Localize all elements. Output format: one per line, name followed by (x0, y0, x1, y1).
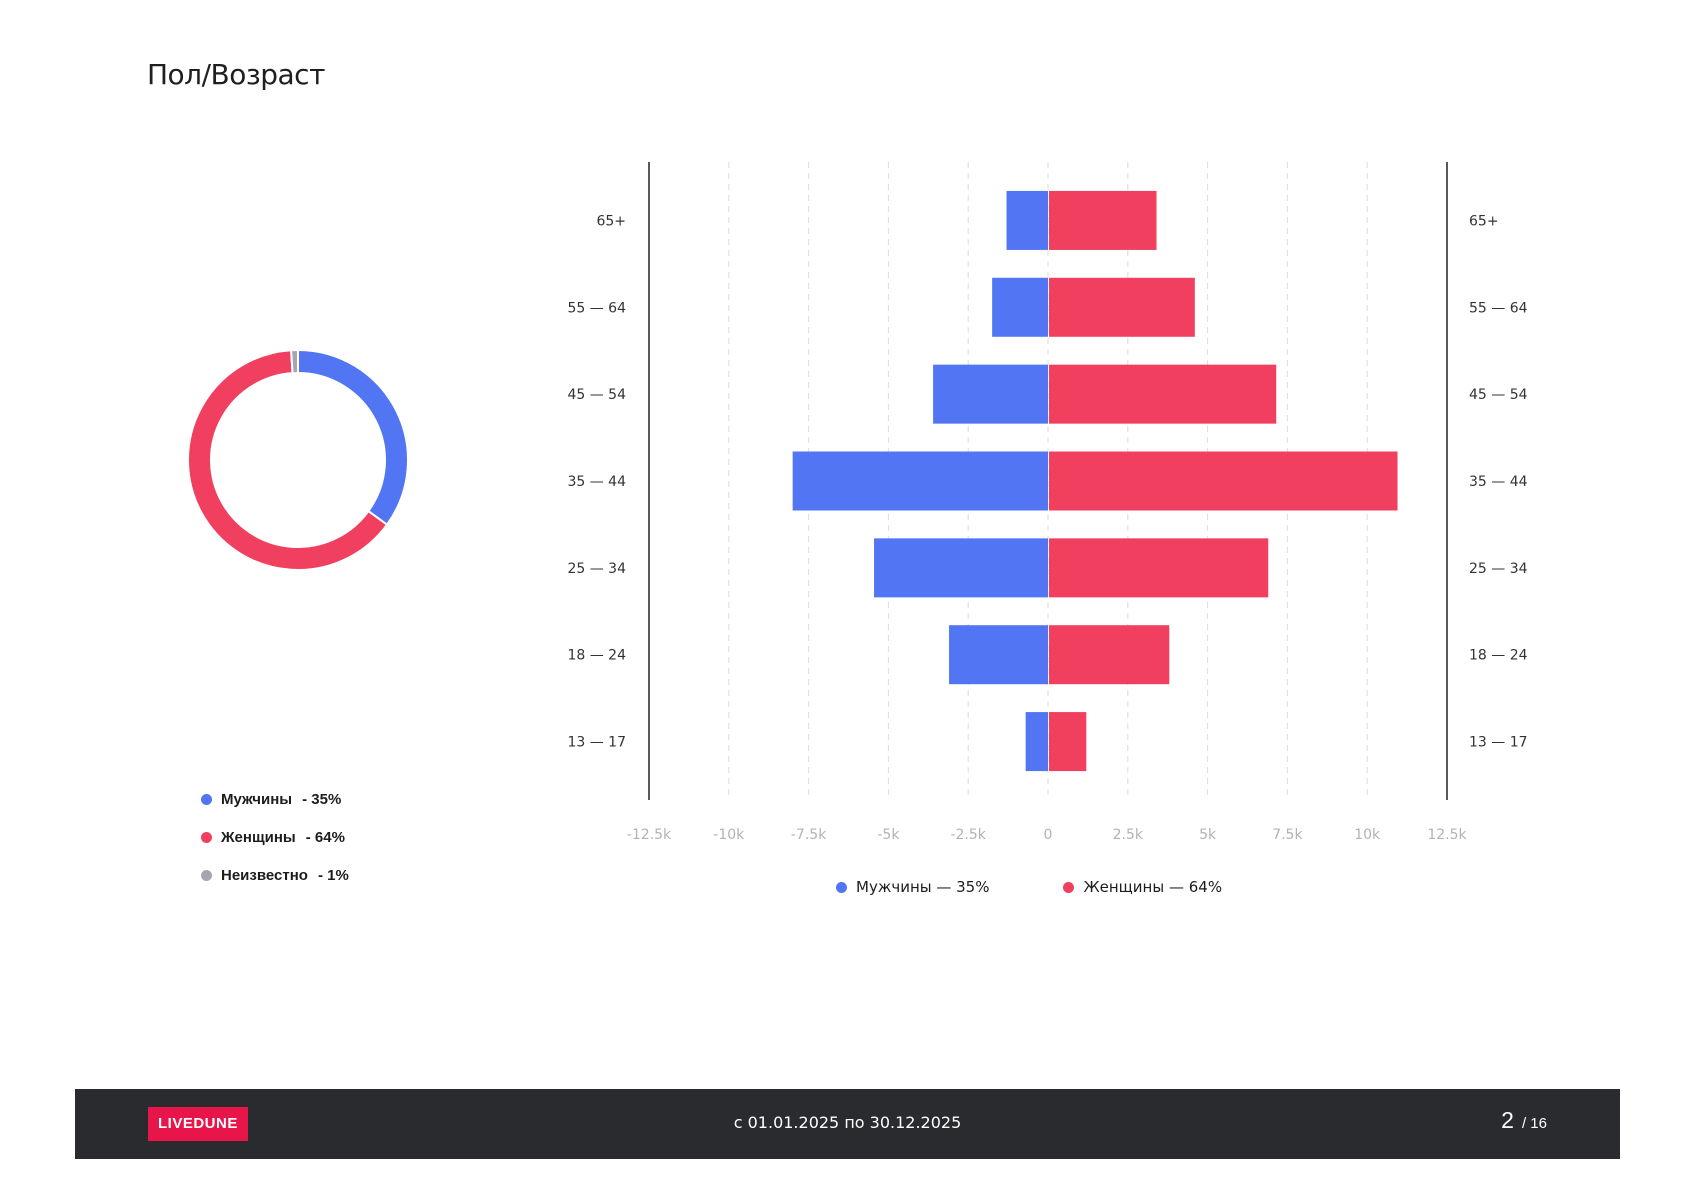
category-label-left: 55 — 64 (567, 300, 626, 316)
category-label-left: 65+ (596, 213, 626, 229)
donut-legend-unknown[interactable]: Неизвестно - 1% (201, 856, 349, 894)
category-label-right: 65+ (1469, 213, 1499, 229)
donut-slice-female[interactable] (187, 349, 389, 571)
bar-female[interactable] (1049, 364, 1277, 424)
x-tick-label: -10k (713, 827, 745, 843)
bar-male[interactable] (1006, 190, 1048, 250)
x-tick-label: -12.5k (627, 827, 672, 843)
donut-legend-male[interactable]: Мужчины - 35% (201, 780, 349, 818)
bar-male[interactable] (933, 364, 1048, 424)
livedune-logo[interactable]: LIVEDUNE (148, 1107, 248, 1141)
age-pyramid-chart: 65+ 65+ 55 — 64 55 — 64 45 — 54 45 — 54 35 — 4… (567, 162, 1528, 843)
page-indicator: 2 / 16 (1501, 1107, 1547, 1134)
legend-pct: - 1% (317, 866, 349, 884)
female-dot-icon (201, 831, 212, 843)
donut-slice-male[interactable] (297, 348, 409, 527)
page-title: Пол/Возраст (147, 58, 325, 91)
x-tick-label: 2.5k (1113, 827, 1144, 843)
footer-bar: LIVEDUNE с 01.01.2025 по 30.12.2025 2 / … (75, 1089, 1620, 1159)
legend-pct: - 64% (305, 828, 345, 846)
unknown-dot-icon (201, 869, 212, 881)
category-label-left: 18 — 24 (567, 648, 626, 664)
bar-male[interactable] (874, 538, 1048, 598)
category-label-right: 55 — 64 (1469, 300, 1528, 316)
pyramid-legend-male[interactable]: Мужчины — 35% (836, 878, 989, 896)
gender-donut-chart (187, 348, 409, 571)
x-tick-label: -5k (877, 827, 900, 843)
bar-female[interactable] (1049, 712, 1087, 772)
bar-female[interactable] (1049, 451, 1398, 511)
legend-label: Неизвестно (221, 866, 308, 884)
bar-male[interactable] (1025, 712, 1048, 772)
bar-male[interactable] (992, 277, 1048, 337)
donut-slice-unknown[interactable] (290, 348, 299, 375)
total-pages: / 16 (1521, 1115, 1547, 1132)
bar-female[interactable] (1049, 625, 1170, 685)
x-tick-label: -2.5k (950, 827, 986, 843)
bar-female[interactable] (1049, 190, 1157, 250)
donut-legend-female[interactable]: Женщины - 64% (201, 818, 349, 856)
x-tick-label: 12.5k (1427, 827, 1467, 843)
current-page: 2 (1501, 1107, 1514, 1133)
category-label-left: 25 — 34 (567, 561, 626, 577)
legend-label: Мужчины (221, 790, 293, 808)
x-tick-label: 5k (1199, 827, 1217, 843)
report-period: с 01.01.2025 по 30.12.2025 (733, 1113, 962, 1132)
category-label-left: 35 — 44 (567, 474, 626, 490)
bar-male[interactable] (792, 451, 1048, 511)
category-label-right: 13 — 17 (1469, 735, 1528, 751)
category-label-left: 13 — 17 (567, 735, 626, 751)
female-dot-icon (1063, 881, 1075, 893)
bar-female[interactable] (1049, 538, 1269, 598)
bar-female[interactable] (1049, 277, 1195, 337)
pyramid-legend-female[interactable]: Женщины — 64% (1063, 878, 1222, 896)
category-label-right: 25 — 34 (1469, 561, 1528, 577)
category-label-right: 45 — 54 (1469, 387, 1528, 403)
category-label-right: 35 — 44 (1469, 474, 1528, 490)
x-tick-label: 7.5k (1272, 827, 1303, 843)
legend-pct: - 35% (302, 790, 342, 808)
bar-male[interactable] (949, 625, 1048, 685)
legend-label: Женщины — 64% (1083, 878, 1223, 896)
category-label-left: 45 — 54 (567, 387, 626, 403)
donut-legend: Мужчины - 35% Женщины - 64% Неизвестно -… (201, 780, 349, 894)
x-tick-label: 10k (1354, 827, 1381, 843)
category-label-right: 18 — 24 (1469, 648, 1528, 664)
x-tick-label: 0 (1044, 827, 1053, 843)
x-tick-label: -7.5k (791, 827, 827, 843)
pyramid-legend: Мужчины — 35% Женщины — 64% (836, 878, 1296, 896)
legend-label: Женщины (221, 828, 296, 846)
male-dot-icon (836, 881, 847, 893)
male-dot-icon (201, 793, 212, 805)
legend-label: Мужчины — 35% (856, 878, 990, 896)
